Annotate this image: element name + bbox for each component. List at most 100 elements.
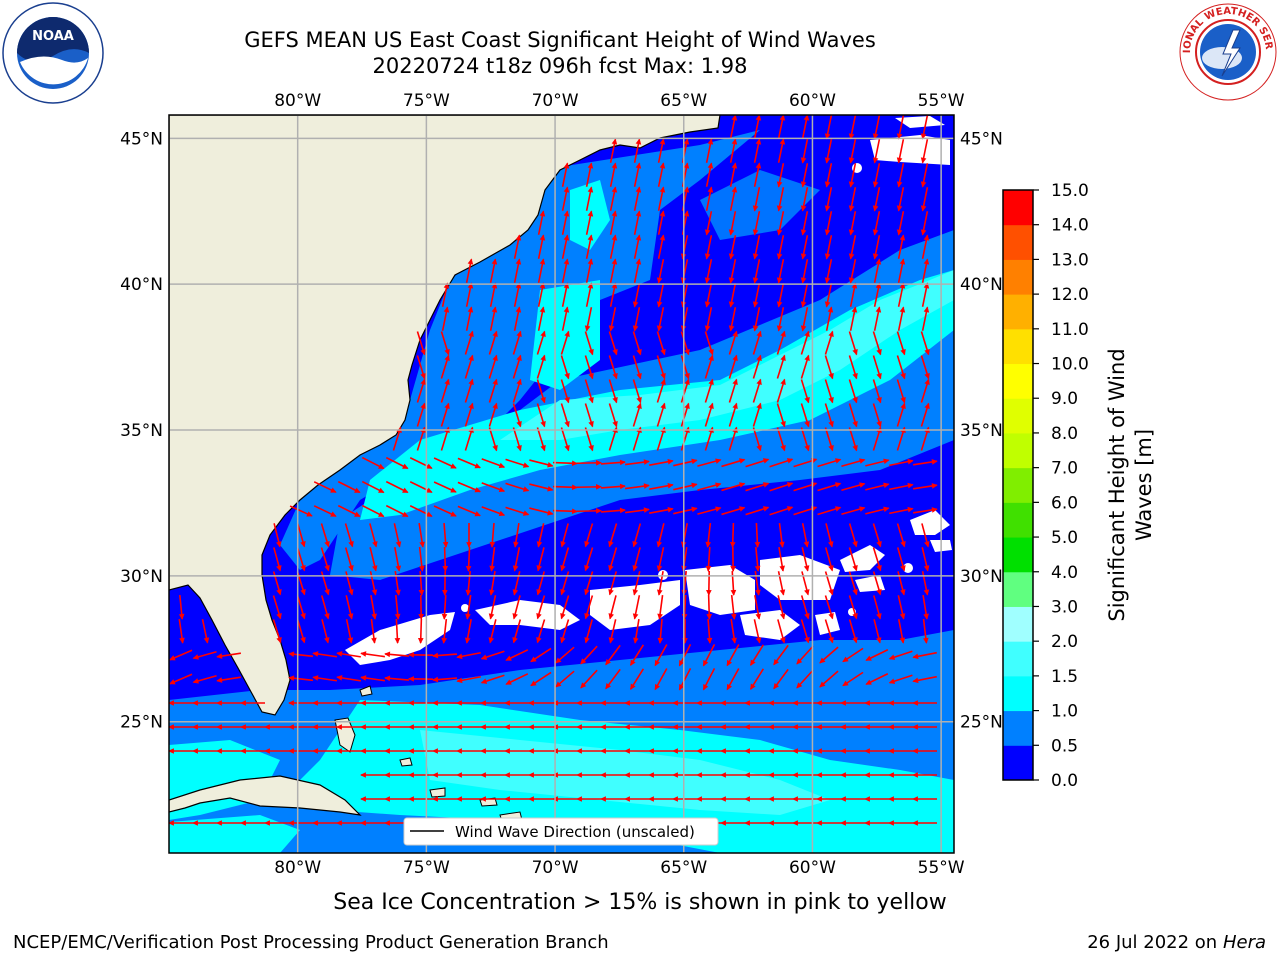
wave-direction-arrow (673, 482, 698, 491)
wave-direction-arrow (678, 643, 692, 667)
wave-direction-arrow (536, 354, 546, 379)
wave-direction-arrow (720, 748, 745, 754)
lat-tick-left: 40°N (120, 275, 163, 295)
wave-direction-arrow (752, 283, 761, 308)
wave-direction-arrow (633, 258, 642, 283)
wave-direction-arrow (872, 331, 882, 356)
wave-direction-arrow (504, 748, 529, 754)
wave-direction-arrow (769, 482, 794, 492)
wave-direction-arrow (801, 115, 810, 139)
wave-direction-arrow (696, 724, 721, 730)
wave-direction-arrow (848, 331, 858, 356)
wave-direction-arrow (552, 460, 578, 467)
wave-direction-arrow (913, 507, 938, 514)
wave-direction-arrow (216, 820, 241, 826)
wave-direction-arrow (584, 523, 594, 548)
wave-direction-arrow (432, 652, 458, 659)
wave-direction-arrow (816, 772, 841, 778)
wave-direction-arrow (409, 505, 433, 517)
lon-tick-top: 70°W (532, 91, 579, 111)
wave-direction-arrow (848, 139, 857, 164)
wave-direction-arrow (656, 331, 666, 356)
wave-direction-arrow (704, 235, 713, 260)
wave-direction-arrow (705, 522, 712, 548)
wave-direction-arrow (296, 547, 306, 572)
wave-direction-arrow (530, 647, 552, 663)
wave-direction-arrow (489, 546, 496, 572)
colorbar-segment (1003, 259, 1033, 295)
wave-direction-arrow (704, 378, 714, 403)
wave-direction-arrow (432, 796, 457, 802)
wave-direction-arrow (657, 594, 664, 620)
wave-direction-arrow (840, 796, 865, 802)
wave-direction-arrow (288, 820, 313, 826)
wave-direction-arrow (440, 402, 450, 427)
wave-direction-arrow (624, 724, 649, 730)
wave-direction-arrow (560, 595, 570, 620)
wave-direction-arrow (240, 820, 265, 826)
wave-direction-arrow (528, 700, 553, 706)
wave-direction-arrow (489, 571, 496, 596)
lat-tick-right: 30°N (960, 567, 1003, 587)
wave-direction-arrow (418, 546, 425, 572)
lon-tick-bottom: 70°W (532, 858, 579, 878)
wave-direction-arrow (192, 748, 217, 754)
wave-direction-arrow (801, 523, 810, 548)
wave-direction-arrow (657, 618, 664, 644)
wave-direction-arrow (433, 457, 457, 469)
wave-direction-arrow (848, 523, 858, 548)
wave-direction-arrow (754, 522, 761, 548)
map-frame (168, 114, 955, 854)
wave-direction-arrow (913, 459, 938, 466)
wave-direction-arrow (312, 675, 337, 682)
wave-direction-arrow (840, 748, 865, 754)
legend-label: Wind Wave Direction (unscaled) (455, 823, 695, 841)
wave-direction-arrow (384, 724, 409, 730)
colorbar-tick-label: 9.0 (1051, 389, 1078, 409)
wave-direction-arrow (609, 210, 618, 235)
wave-direction-arrow (705, 546, 712, 572)
wave-direction-arrow (416, 355, 426, 380)
wave-direction-arrow (721, 458, 746, 468)
wave-direction-arrow (555, 670, 575, 688)
wave-direction-arrow (288, 675, 314, 682)
wave-direction-arrow (824, 379, 834, 404)
wave-direction-arrow (776, 378, 786, 403)
colorbar-segment (1003, 606, 1033, 642)
wave-direction-arrow (728, 235, 737, 260)
colorbar: 0.0 0.5 1.0 1.5 2.0 3.0 4.0 5.0 6.0 7.0 8.0 9.0 10.0… (1002, 181, 1089, 791)
wave-direction-arrow (816, 748, 841, 754)
wave-direction-arrow (672, 724, 697, 730)
lat-tick-left: 30°N (120, 567, 163, 587)
wave-direction-arrow (888, 700, 913, 706)
wave-direction-arrow (561, 306, 570, 331)
lat-tick-left: 25°N (120, 713, 163, 733)
wave-direction-arrow (370, 618, 377, 644)
wave-direction-arrow (418, 570, 425, 596)
wave-direction-arrow (584, 403, 594, 428)
wave-direction-arrow (648, 700, 673, 706)
wave-direction-arrow (849, 306, 858, 331)
wave-direction-arrow (896, 355, 906, 380)
wave-direction-arrow (513, 523, 520, 548)
wave-direction-arrow (408, 724, 433, 730)
lon-tick-top: 80°W (274, 91, 321, 111)
wave-direction-arrow (912, 820, 937, 826)
wave-direction-arrow (584, 307, 593, 332)
wave-direction-arrow (824, 235, 833, 260)
wave-direction-arrow (513, 258, 522, 283)
wave-direction-arrow (464, 330, 474, 355)
wave-direction-arrow (872, 235, 881, 260)
wave-direction-arrow (817, 506, 842, 516)
wave-direction-arrow (632, 283, 641, 308)
wave-direction-arrow (920, 211, 929, 236)
wave-direction-arrow (513, 306, 522, 331)
wave-direction-arrow (672, 796, 697, 802)
wave-direction-arrow (416, 378, 426, 403)
wave-direction-arrow (537, 306, 546, 331)
wave-direction-arrow (801, 547, 810, 572)
wave-direction-arrow (584, 331, 594, 356)
colorbar-segment (1003, 190, 1033, 226)
wave-direction-arrow (800, 354, 810, 379)
wave-direction-arrow (728, 259, 737, 284)
